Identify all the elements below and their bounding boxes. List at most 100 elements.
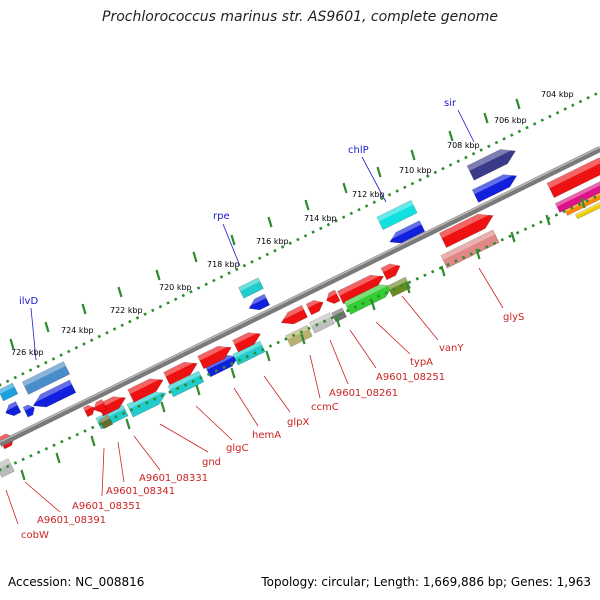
gene-blue-shine [23, 404, 34, 411]
gene-olive-shine [387, 277, 408, 290]
leader-line [375, 321, 411, 355]
scale-dot [407, 280, 412, 285]
gene-red-body [326, 289, 341, 304]
scale-label: 722 kbp [110, 306, 143, 315]
scale-dot [441, 166, 445, 171]
gene-olive-body [98, 414, 114, 430]
gene-yellow-shine [575, 201, 600, 216]
gene-label-lower: A9601_08391 [37, 515, 106, 526]
scale-label: 714 kbp [304, 214, 337, 223]
scale-dot [525, 125, 529, 130]
leader-line [5, 489, 19, 525]
scale-dot [83, 429, 87, 433]
scale-dot [196, 286, 201, 290]
gene-red-shine [83, 405, 94, 411]
scale-dot [276, 340, 280, 345]
scale-dot [430, 269, 435, 274]
scale-label: 712 kbp [352, 190, 385, 199]
scale-dot [454, 259, 458, 263]
glyS-gene [440, 229, 500, 269]
scale-dot [330, 315, 335, 320]
gene-cyan-shine [232, 340, 262, 359]
scale-dot [531, 223, 535, 228]
leader-line [24, 481, 61, 513]
scale-dot [257, 256, 262, 260]
major-tick [265, 350, 271, 362]
gene-red [546, 157, 600, 199]
gene-red-body [163, 361, 198, 386]
scale-dot [52, 443, 56, 447]
scale-dot [245, 354, 250, 359]
gene-red [232, 332, 262, 353]
scale-dot [235, 267, 239, 272]
scale-dot [0, 383, 2, 387]
major-tick [155, 269, 161, 281]
gene-blue [22, 404, 35, 418]
gene-red-shine [325, 289, 337, 300]
gene-red [92, 399, 108, 413]
scale-dot [395, 189, 399, 193]
scale-dot [219, 275, 224, 279]
scale-dot [515, 230, 520, 235]
scale-dot [400, 284, 404, 288]
gene-blue-shine [472, 173, 516, 195]
leader-line [349, 329, 377, 369]
gene-label-upper: chlP [348, 145, 369, 156]
scale-dot [152, 397, 157, 401]
gene-red-shine [163, 361, 197, 377]
gene-olive [98, 414, 114, 430]
scale-dot [487, 144, 491, 149]
gene-cyan-shine [168, 371, 201, 390]
gene-label-lower: gnd [202, 457, 221, 468]
rpe-gene-shine [238, 277, 261, 292]
gene-yellow [575, 200, 600, 220]
gene-blue [32, 379, 77, 408]
gene-label-lower: typA [410, 357, 433, 368]
gene-red-body [197, 345, 232, 370]
scale-dot [578, 99, 583, 104]
gene-cyan-shine [126, 391, 166, 409]
gene-label-lower: A9601_08251 [376, 372, 445, 383]
gene-red-body [438, 213, 494, 248]
gene-blue-shine [389, 220, 422, 241]
scale-dot [284, 337, 288, 341]
gene-red-body [93, 399, 108, 413]
scale-dot [143, 312, 147, 316]
gene-red-body [336, 274, 385, 305]
gene-green-shine [344, 284, 392, 307]
chlP-gene-body [376, 199, 418, 231]
major-tick [90, 435, 96, 447]
scale-label: 710 kbp [399, 166, 432, 175]
scale-dot [540, 118, 545, 122]
scale-dot [456, 159, 461, 163]
scale-dot [128, 319, 132, 324]
scale-dot [303, 234, 308, 238]
scale-dot [384, 291, 389, 295]
gene-label-lower: hemA [252, 430, 281, 441]
major-tick [44, 321, 50, 333]
scale-dot [570, 206, 574, 210]
topology-summary: Topology: circular; Length: 1,669,886 bp… [261, 575, 591, 589]
gene-gray-shine [309, 312, 332, 327]
scale-dot [471, 152, 476, 156]
gene-red-body [280, 305, 308, 325]
scale-dot [479, 148, 483, 152]
scale-dot [326, 222, 331, 227]
scale-dot [206, 372, 211, 377]
scale-dot [242, 263, 247, 268]
major-tick [376, 166, 382, 178]
gene-red [336, 274, 385, 305]
scale-dot [158, 304, 163, 309]
gene-gray [309, 312, 335, 334]
gene-red-shine [439, 213, 493, 239]
gene-red-body [82, 404, 95, 418]
scale-dot [106, 418, 110, 423]
gene-blue-shine [205, 354, 238, 370]
major-tick [230, 234, 236, 246]
scale-dot [585, 199, 589, 203]
gene-red [127, 378, 164, 403]
gene-gray-shine [0, 458, 11, 470]
scale-dot [539, 220, 543, 224]
scale-dot [105, 331, 109, 335]
scale-dot [36, 450, 41, 455]
